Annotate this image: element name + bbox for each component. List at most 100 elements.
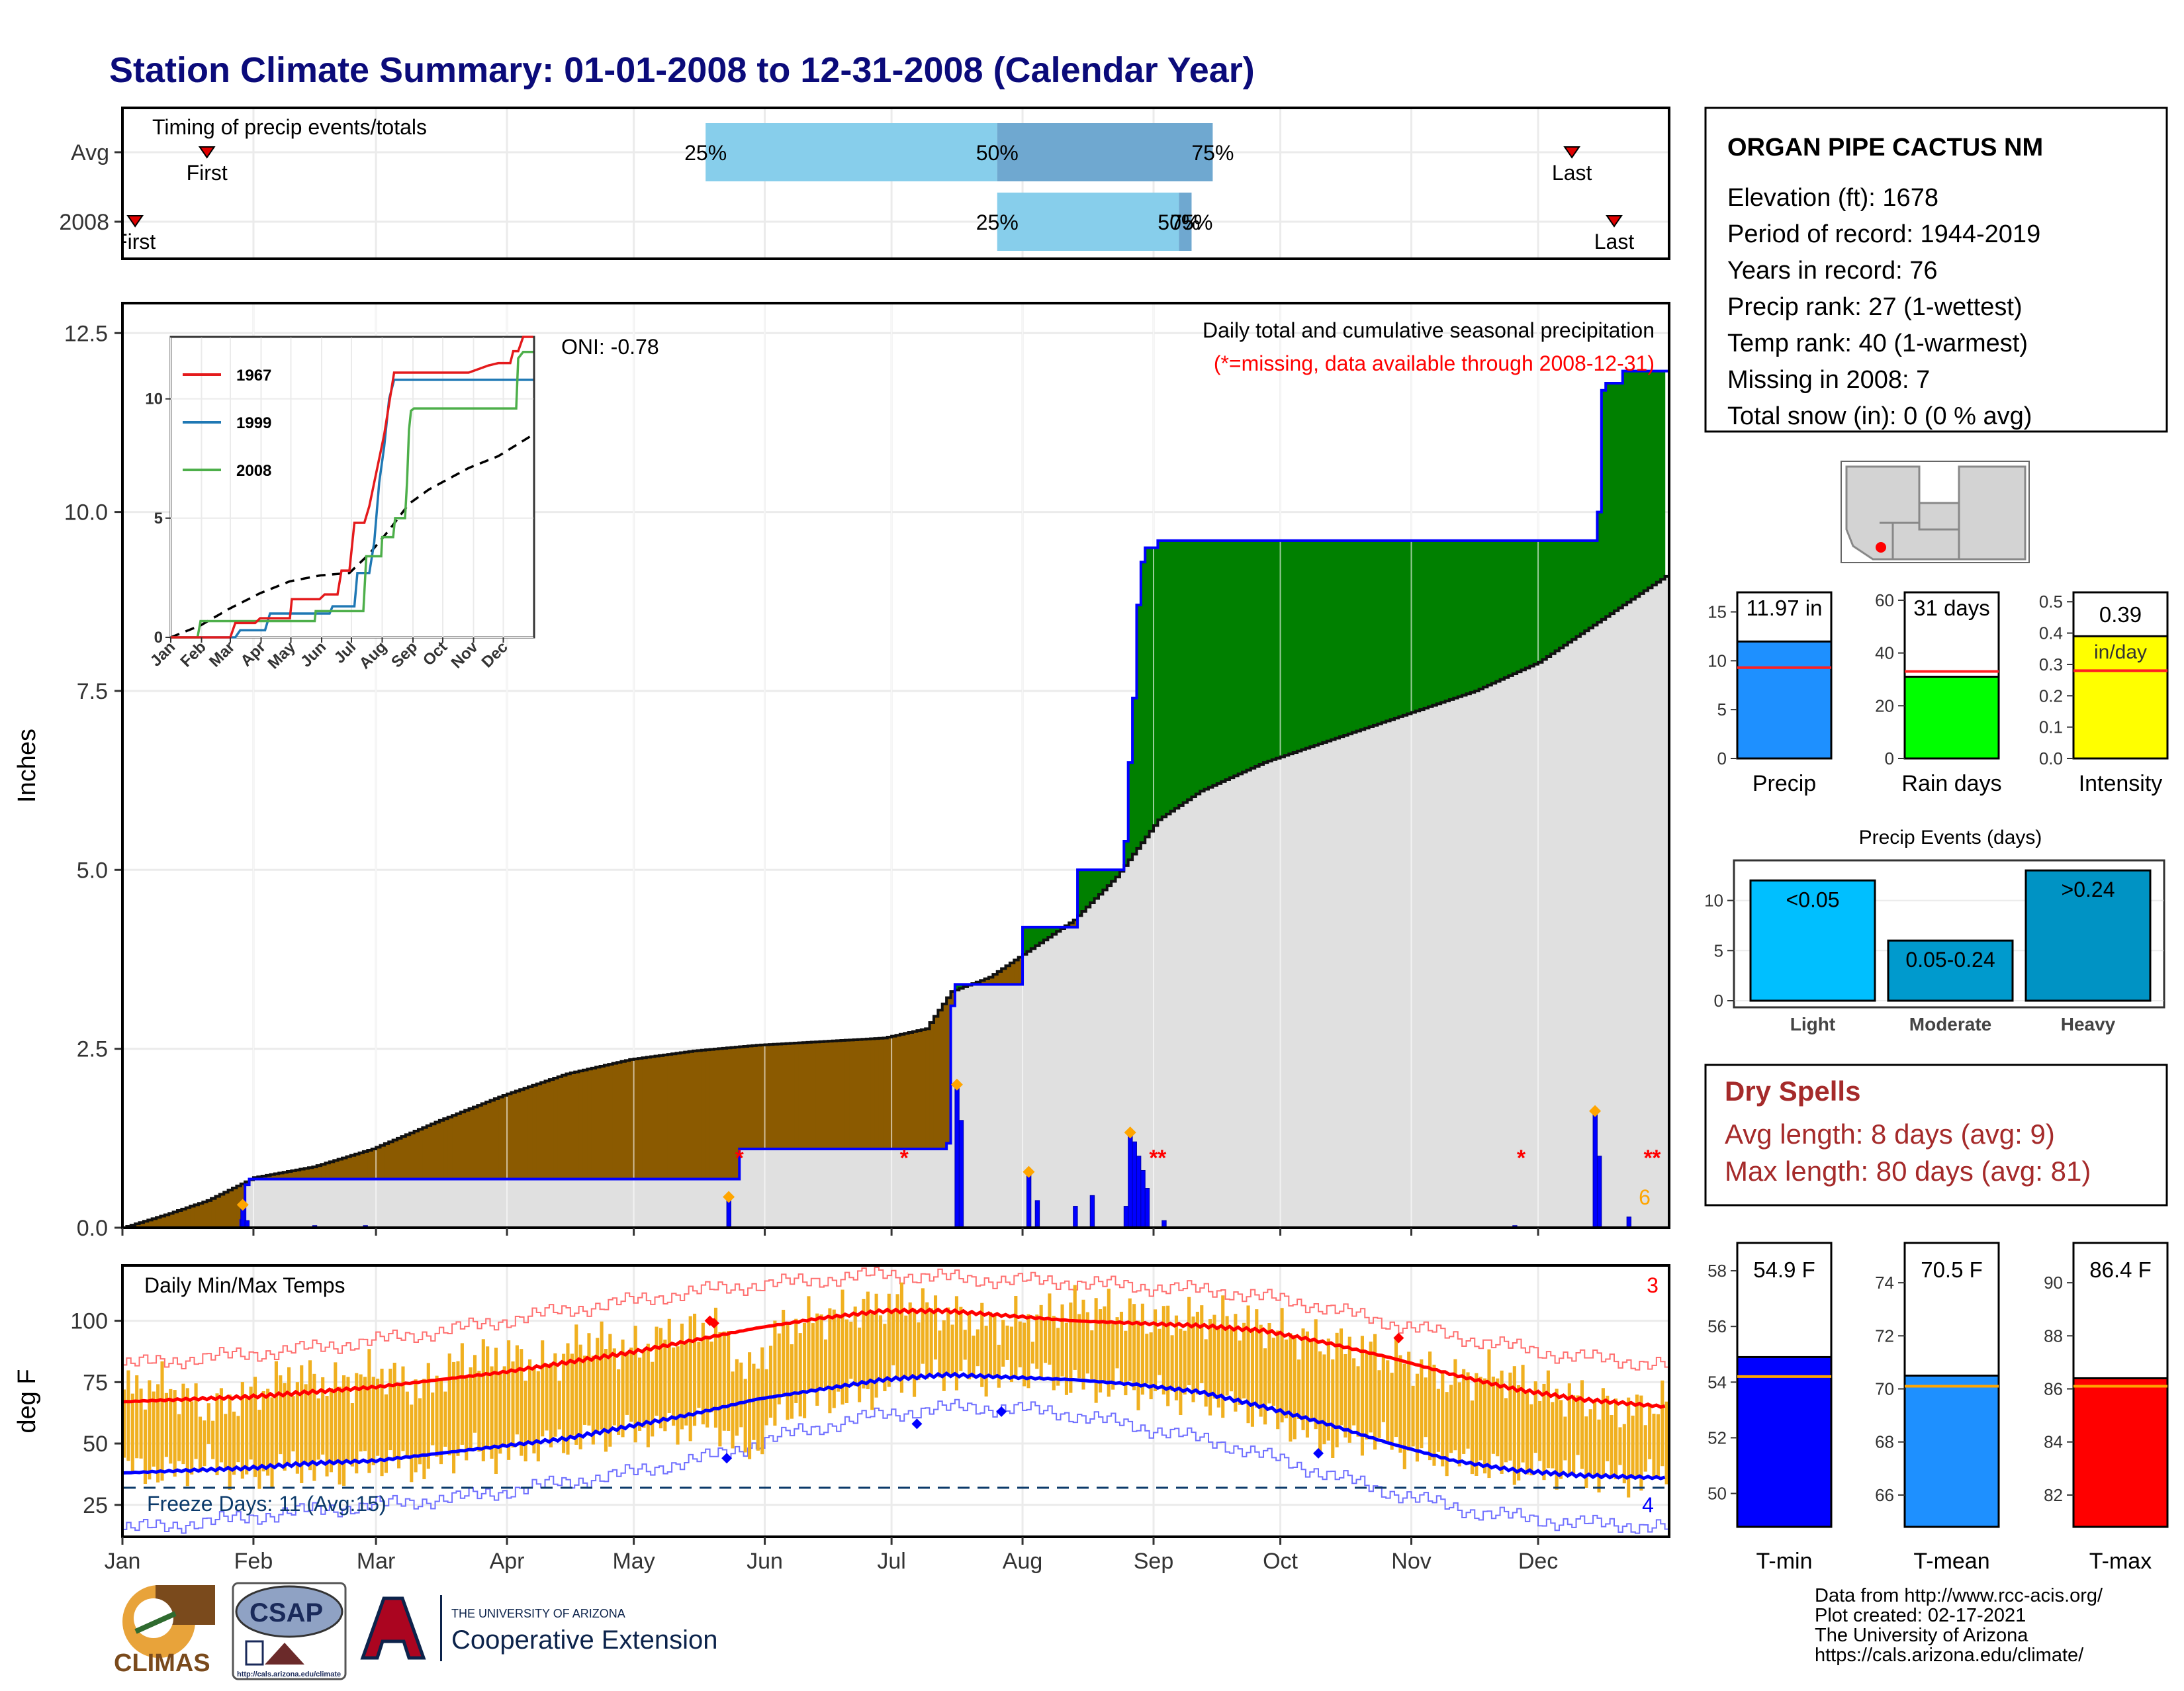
summary-y-tick-label: 0.4 [2039,623,2063,643]
precip-deficit-fill [502,1095,508,1179]
timing-row-label: 2008 [59,210,109,235]
precip-surplus-fill [1094,870,1099,899]
precip-deficit-fill [325,1163,330,1179]
precip-surplus-fill [1212,540,1218,786]
precip-surplus-fill [1048,927,1053,937]
precip-surplus-fill [1470,540,1475,693]
daily-temp-bar [625,1351,629,1415]
daily-temp-bar [414,1379,418,1473]
precip-surplus-fill [1551,540,1556,654]
timing-first-label: First [187,161,228,185]
precip-deficit-fill [359,1152,364,1179]
daily-temp-bar [1428,1351,1432,1461]
precip-deficit-fill [439,1120,444,1179]
precip-deficit-fill [515,1091,520,1179]
temp-summary-value: 86.4 F [2089,1257,2152,1282]
precip-surplus-fill [1402,540,1408,715]
precip-surplus-fill [1580,540,1585,634]
precip-deficit-fill [414,1131,419,1179]
precip-deficit-fill [596,1067,601,1179]
daily-temp-bar [1441,1370,1445,1467]
precip-deficit-fill [722,1048,727,1179]
precip-surplus-fill [1158,540,1163,820]
precip-deficit-fill [984,978,989,985]
precip-surplus-fill [1229,540,1234,778]
daily-temp-bar [1246,1305,1250,1424]
daily-temp-bar [329,1388,333,1473]
events-y-tick-label: 10 [1704,891,1723,911]
precip-deficit-fill [713,1049,719,1179]
daily-temp-bar [1436,1389,1440,1452]
timing-last-label: Last [1594,230,1635,253]
daily-temp-bar [122,1389,126,1458]
summary-y-tick-label: 10 [1707,651,1727,670]
daily-temp-bar [950,1324,954,1377]
precip-deficit-fill [684,1052,690,1179]
precip-deficit-fill [849,1040,854,1150]
precip-deficit-fill [790,1043,795,1150]
inset-x-tick-label: Sep [388,638,421,671]
daily-temp-bar [790,1344,794,1419]
credit-line-2: Plot created: 02-17-2021 [1815,1605,2026,1626]
missing-day-star: * [1158,1146,1167,1171]
precip-surplus-fill [1504,540,1509,678]
daily-temp-bar [1567,1383,1571,1474]
daily-temp-bar [1610,1415,1614,1479]
daily-temp-bar [481,1339,485,1461]
precip-surplus-fill [1030,927,1036,949]
precip-daily-bar [1089,1195,1095,1228]
precip-surplus-fill [1347,540,1353,734]
dry-spells-avg: Avg length: 8 days (avg: 9) [1725,1119,2055,1150]
precip-deficit-fill [870,1038,876,1150]
precip-surplus-fill [1424,540,1429,708]
daily-temp-bar [545,1365,549,1431]
daily-temp-bar [849,1321,853,1379]
daily-temp-bar [968,1312,972,1380]
daily-temp-bar [1584,1416,1588,1488]
daily-temp-bar [815,1313,819,1406]
precip-y-tick-label: 2.5 [77,1037,108,1062]
inset-x-tick-label: Apr [237,638,269,670]
daily-temp-bar [206,1403,210,1444]
precip-deficit-fill [536,1083,541,1179]
daily-temp-bar [1402,1363,1406,1469]
precip-deficit-fill [557,1076,563,1179]
precip-surplus-fill [1103,870,1108,890]
daily-temp-bar [405,1391,409,1459]
precip-surplus-fill [1386,540,1391,721]
precip-surplus-fill [1081,870,1087,912]
daily-temp-bar [1373,1334,1377,1450]
daily-temp-bar [1352,1358,1356,1426]
dry-spells-title: Dry Spells [1725,1075,1860,1107]
precip-surplus-fill [1517,540,1522,672]
daily-temp-bar [1263,1348,1267,1425]
station-name: ORGAN PIPE CACTUS NM [1727,134,2043,161]
precip-surplus-fill [1618,383,1623,608]
timing-last-marker [1563,146,1581,159]
station-line-elevation: Elevation (ft): 1678 [1727,184,1938,212]
daily-temp-bar [705,1338,709,1428]
daily-temp-bar [646,1344,650,1447]
daily-temp-bar [1487,1349,1491,1479]
precip-deficit-fill [139,1222,144,1228]
temp-summary-label: T-max [2089,1549,2152,1574]
inset-legend-label: 2008 [236,462,271,480]
daily-temp-bar [562,1353,566,1453]
dry-spells-box: Dry Spells Avg length: 8 days (avg: 9) M… [1704,1064,2168,1207]
daily-temp-bar [321,1377,325,1455]
precip-deficit-fill [541,1082,546,1179]
station-line-temp-rank: Temp rank: 40 (1-warmest) [1727,330,2028,357]
precip-deficit-fill [460,1112,465,1179]
daily-temp-bar [828,1308,832,1414]
daily-temp-bar [1381,1356,1385,1422]
daily-temp-bar [523,1381,527,1462]
precip-surplus-fill [1111,870,1116,882]
precip-deficit-fill [993,974,998,985]
precip-surplus-fill [1453,540,1459,698]
daily-temp-bar [1090,1330,1094,1380]
daily-temp-bar [219,1388,223,1463]
daily-temp-bar [798,1333,802,1417]
daily-temp-bar [1204,1339,1208,1407]
precip-deficit-fill [874,1038,880,1150]
precip-surplus-fill [1322,540,1328,743]
